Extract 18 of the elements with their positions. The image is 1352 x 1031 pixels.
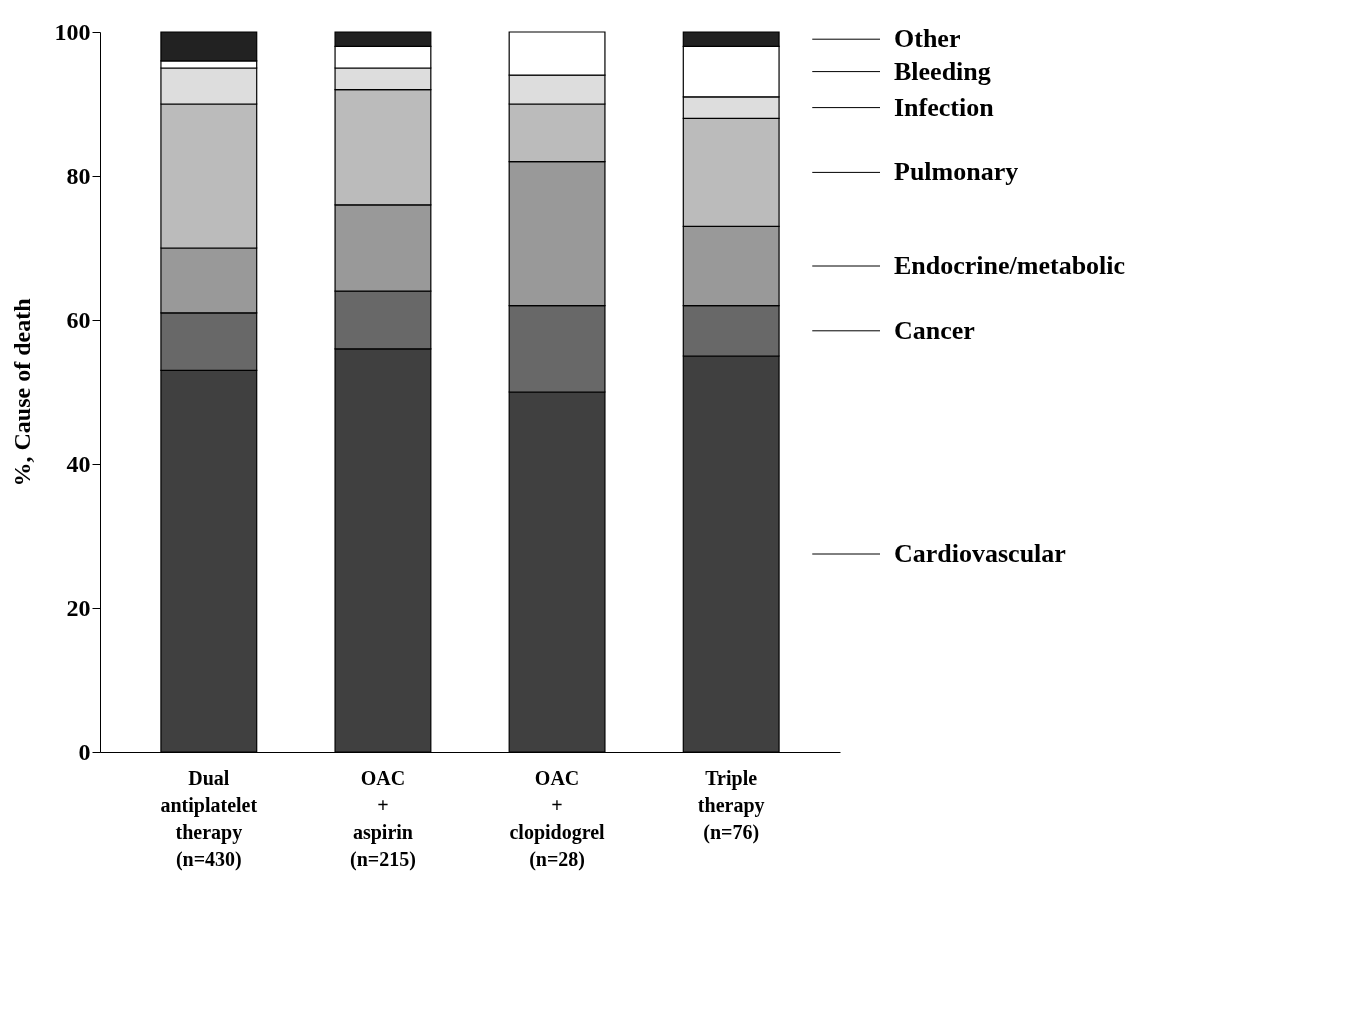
y-axis-title: %, Cause of death xyxy=(8,298,35,487)
y-tick-label: 0 xyxy=(78,738,91,765)
legend-label: Infection xyxy=(894,92,995,122)
y-tick-label: 20 xyxy=(66,594,91,621)
x-tick-label: OAC + aspirin (n=215) xyxy=(350,766,416,871)
y-tick-label: 40 xyxy=(66,450,91,477)
legend-label: Cancer xyxy=(894,315,975,345)
y-tick-label: 100 xyxy=(54,18,91,45)
x-tick-label: Triple therapy (n=76) xyxy=(697,766,765,844)
x-tick-label: OAC + clopidogrel (n=28) xyxy=(509,766,606,871)
legend-label: Endocrine/metabolic xyxy=(894,251,1126,280)
y-tick-label: 60 xyxy=(66,306,91,333)
legend-label: Cardiovascular xyxy=(894,539,1066,568)
legend-label: Bleeding xyxy=(894,56,991,86)
x-tick-label: Dual antiplatelet therapy (n=430) xyxy=(160,766,258,871)
y-tick-label: 80 xyxy=(66,162,91,189)
legend-label: Pulmonary xyxy=(894,157,1019,187)
legend-label: Other xyxy=(894,24,961,54)
